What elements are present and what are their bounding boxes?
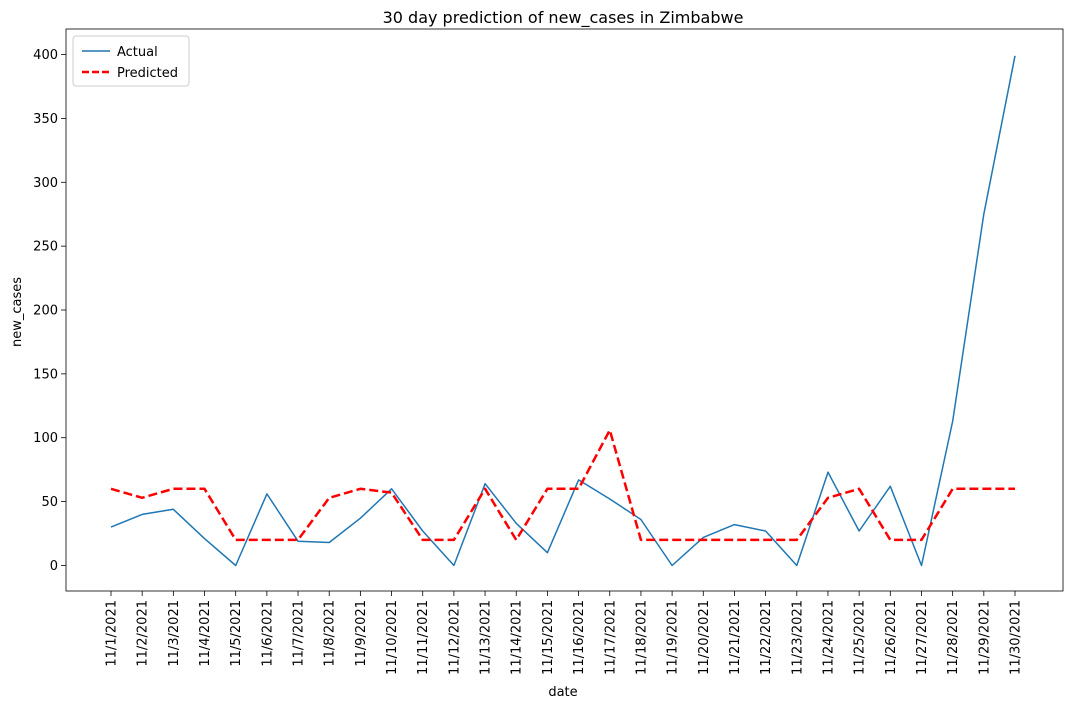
- x-tick-label: 11/7/2021: [292, 600, 307, 667]
- y-tick-label: 350: [33, 112, 58, 127]
- x-tick-label: 11/28/2021: [946, 600, 961, 675]
- x-tick-label: 11/2/2021: [136, 600, 151, 667]
- x-tick-label: 11/4/2021: [198, 600, 213, 667]
- y-tick-label: 200: [33, 304, 58, 319]
- x-tick-label: 11/20/2021: [697, 600, 712, 675]
- y-tick-label: 400: [33, 48, 58, 63]
- x-tick-label: 11/6/2021: [260, 600, 275, 667]
- x-tick-label: 11/24/2021: [821, 600, 836, 675]
- x-tick-label: 11/13/2021: [479, 600, 494, 675]
- legend: Actual Predicted: [72, 35, 190, 87]
- y-tick-label: 50: [41, 495, 58, 510]
- x-tick-label: 11/23/2021: [790, 600, 805, 675]
- x-tick-label: 11/14/2021: [510, 600, 525, 675]
- x-tick-label: 11/5/2021: [229, 600, 244, 667]
- series-layer: [110, 55, 1016, 567]
- y-axis-title: new_cases: [10, 277, 25, 347]
- x-axis-title: date: [548, 685, 577, 700]
- x-tick-label: 11/19/2021: [666, 600, 681, 675]
- y-tick-label: 100: [33, 431, 58, 446]
- series-line-predicted: [110, 428, 1015, 542]
- x-tick-label: 11/26/2021: [884, 600, 899, 675]
- chart-title: 30 day prediction of new_cases in Zimbab…: [383, 8, 744, 28]
- legend-label-predicted: Predicted: [117, 66, 178, 81]
- legend-box: [72, 35, 190, 87]
- x-tick-label: 11/15/2021: [541, 600, 556, 675]
- x-tick-label: 11/25/2021: [853, 600, 868, 675]
- x-axis: 11/1/2021 11/2/2021 11/3/2021 11/4/2021 11/5…: [105, 591, 1024, 675]
- x-tick-label: 11/29/2021: [977, 600, 992, 675]
- x-tick-label: 11/16/2021: [572, 600, 587, 675]
- y-tick-label: 300: [33, 176, 58, 191]
- x-tick-label: 11/17/2021: [603, 600, 618, 675]
- x-tick-label: 11/12/2021: [447, 600, 462, 675]
- legend-label-actual: Actual: [117, 45, 158, 60]
- x-tick-label: 11/21/2021: [728, 600, 743, 675]
- x-tick-label: 11/22/2021: [759, 600, 774, 675]
- x-tick-label: 11/9/2021: [354, 600, 369, 667]
- x-tick-label: 11/10/2021: [385, 600, 400, 675]
- x-tick-label: 11/27/2021: [915, 600, 930, 675]
- y-tick-label: 250: [33, 240, 58, 255]
- plot-area: [65, 28, 1064, 592]
- x-tick-label: 11/8/2021: [323, 600, 338, 667]
- y-tick-label: 150: [33, 367, 58, 382]
- x-tick-label: 11/11/2021: [416, 600, 431, 675]
- x-tick-label: 11/3/2021: [167, 600, 182, 667]
- y-tick-label: 0: [50, 559, 58, 574]
- series-line-actual: [110, 55, 1016, 567]
- x-tick-label: 11/30/2021: [1009, 600, 1024, 675]
- x-tick-label: 11/1/2021: [105, 600, 120, 667]
- x-tick-label: 11/18/2021: [634, 600, 649, 675]
- y-axis: 0 50 100 150 200 250 300 350 400: [33, 48, 66, 574]
